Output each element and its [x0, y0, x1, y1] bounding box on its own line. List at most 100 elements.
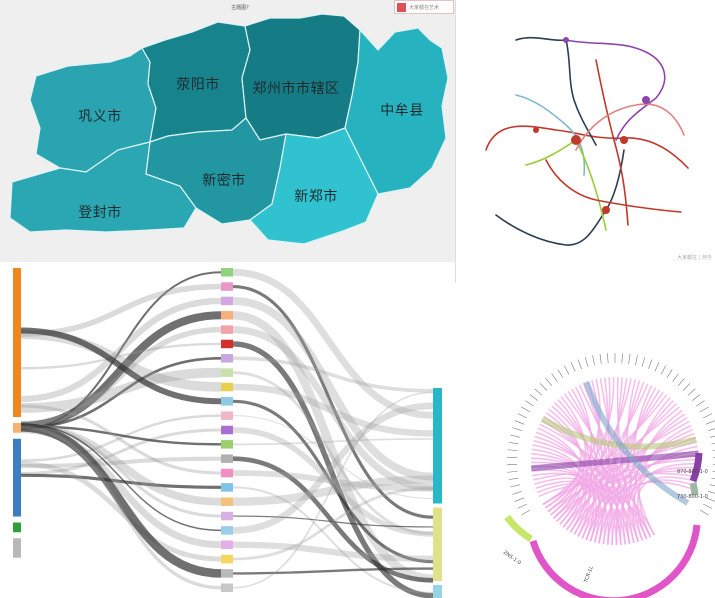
- sankey-source-node[interactable]: [13, 438, 21, 517]
- chord-segment[interactable]: [699, 432, 706, 434]
- sankey-middle-node[interactable]: [221, 569, 233, 578]
- chord-segment[interactable]: [521, 476, 528, 477]
- chord-segment[interactable]: [633, 368, 634, 375]
- sankey-middle-node[interactable]: [221, 311, 233, 320]
- chord-segment[interactable]: [554, 388, 558, 393]
- sankey-middle-node[interactable]: [221, 368, 233, 377]
- chord-segment[interactable]: [697, 425, 703, 428]
- chord-segment[interactable]: [651, 374, 654, 380]
- chord-segment[interactable]: [536, 408, 542, 412]
- chord-segment[interactable]: [700, 438, 707, 440]
- chord-tick-label: [508, 477, 519, 481]
- sankey-target-node[interactable]: [433, 585, 442, 598]
- sankey-source-node[interactable]: [13, 423, 21, 433]
- chord-segment[interactable]: [694, 419, 700, 422]
- chord-segment[interactable]: [703, 451, 710, 452]
- sankey-link: [20, 425, 222, 446]
- sankey-middle-node[interactable]: [221, 468, 233, 478]
- chord-segment[interactable]: [565, 380, 569, 386]
- chord-segment[interactable]: [691, 414, 697, 418]
- chord-segment[interactable]: [530, 419, 536, 422]
- chord-segment[interactable]: [645, 372, 647, 379]
- sankey-middle-node[interactable]: [221, 540, 233, 549]
- chord-segment[interactable]: [521, 470, 528, 471]
- chord-segment[interactable]: [702, 445, 709, 446]
- chord-label-bottom: TCR-1L: [583, 565, 595, 584]
- sankey-middle-node[interactable]: [221, 425, 233, 435]
- chord-segment[interactable]: [583, 372, 585, 379]
- chord-segment[interactable]: [699, 488, 706, 490]
- chord-tick-label: [521, 406, 531, 413]
- chord-segment[interactable]: [525, 432, 532, 434]
- chord-segment[interactable]: [656, 377, 659, 383]
- region-zhongmou[interactable]: [344, 27, 449, 195]
- sankey-middle-node[interactable]: [221, 282, 233, 291]
- chord-tick-label: [584, 357, 589, 367]
- sankey-middle-node[interactable]: [221, 268, 233, 277]
- chord-segment[interactable]: [684, 403, 690, 407]
- chord-segment[interactable]: [700, 482, 707, 484]
- chord-segment[interactable]: [691, 505, 697, 509]
- sankey-target-node[interactable]: [433, 388, 442, 504]
- sankey-target-node[interactable]: [433, 507, 442, 582]
- chord-segment[interactable]: [672, 388, 676, 393]
- chord-segment[interactable]: [527, 425, 533, 428]
- chord-tick-label: [672, 373, 679, 382]
- sankey-middle-node[interactable]: [221, 497, 233, 506]
- chord-segment[interactable]: [521, 451, 528, 452]
- sankey-middle-node[interactable]: [221, 411, 233, 420]
- region-zhengzhou[interactable]: [241, 13, 361, 141]
- chord-segment[interactable]: [523, 438, 530, 440]
- sankey-middle-node[interactable]: [221, 354, 233, 363]
- sankey-middle-node[interactable]: [221, 583, 233, 593]
- chord-segment[interactable]: [533, 414, 539, 418]
- chord-segment[interactable]: [525, 488, 532, 490]
- chord-segment[interactable]: [688, 408, 694, 412]
- chord-segment[interactable]: [521, 445, 528, 446]
- chord-segment[interactable]: [523, 482, 530, 484]
- chord-segment[interactable]: [627, 367, 628, 374]
- region-xinzheng[interactable]: [249, 127, 379, 245]
- chord-segment[interactable]: [576, 374, 579, 380]
- chord-segment[interactable]: [667, 384, 671, 390]
- chord-segment[interactable]: [544, 397, 549, 402]
- sankey-middle-node[interactable]: [221, 325, 233, 334]
- sankey-middle-node[interactable]: [221, 526, 233, 535]
- sankey-link: [232, 470, 434, 492]
- sankey-middle-node[interactable]: [221, 397, 233, 406]
- chord-segment[interactable]: [595, 368, 596, 375]
- region-label-zhongmou: 中牟县: [380, 103, 424, 119]
- chord-tick-label: [551, 373, 558, 382]
- chord-segment[interactable]: [533, 505, 539, 509]
- sankey-source-node[interactable]: [13, 538, 21, 558]
- sankey-link: [232, 268, 434, 419]
- chord-segment[interactable]: [639, 370, 641, 377]
- sankey-source-node[interactable]: [13, 268, 21, 418]
- chord-segment[interactable]: [549, 393, 554, 398]
- sankey-middle-node[interactable]: [221, 483, 233, 492]
- sankey-middle-node[interactable]: [221, 454, 233, 463]
- sankey-middle-node[interactable]: [221, 382, 233, 392]
- chord-segment[interactable]: [662, 380, 666, 386]
- chord-segment[interactable]: [530, 500, 536, 503]
- sankey-middle-node[interactable]: [221, 339, 233, 349]
- sankey-source-node[interactable]: [13, 522, 21, 533]
- sankey-link: [232, 456, 434, 583]
- chord-tick-label: [512, 427, 522, 432]
- chord-segment[interactable]: [676, 393, 681, 398]
- chord-segment[interactable]: [559, 384, 563, 390]
- chord-segment[interactable]: [589, 370, 591, 377]
- chord-segment[interactable]: [602, 367, 603, 374]
- map-badge[interactable]: 大家都在艺术: [394, 0, 454, 14]
- sankey-middle-node[interactable]: [221, 440, 233, 449]
- sankey-middle-node[interactable]: [221, 296, 233, 306]
- sankey-middle-node[interactable]: [221, 554, 233, 564]
- chord-tick-label: [677, 378, 685, 387]
- chord-segment[interactable]: [527, 494, 533, 497]
- chord-segment[interactable]: [702, 476, 709, 477]
- chord-segment[interactable]: [570, 377, 573, 383]
- chord-segment[interactable]: [680, 397, 685, 402]
- chord-segment[interactable]: [694, 500, 700, 503]
- sankey-middle-node[interactable]: [221, 511, 233, 521]
- chord-segment[interactable]: [540, 403, 546, 407]
